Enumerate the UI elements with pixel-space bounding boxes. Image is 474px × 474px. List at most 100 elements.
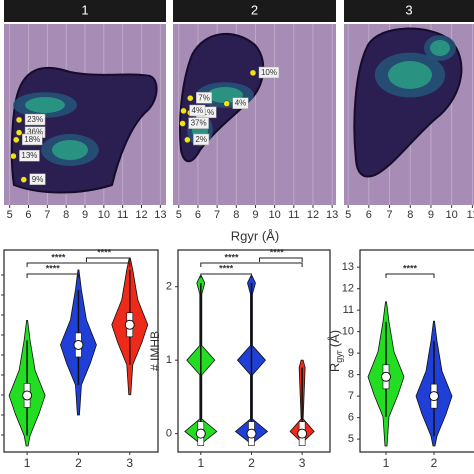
median <box>22 390 33 401</box>
median <box>246 428 257 439</box>
x-tick-label: 10 <box>269 209 281 221</box>
median <box>73 339 84 350</box>
y-tick-label: 6 <box>348 412 354 424</box>
cluster-point <box>180 107 187 115</box>
significance-label: **** <box>97 247 112 257</box>
x-tick-label: 9 <box>82 209 88 221</box>
facet-label: 2 <box>251 2 258 17</box>
cluster-label: 2% <box>195 135 207 144</box>
y-tick-label: 8 <box>348 369 354 381</box>
facet-strip <box>4 0 166 22</box>
cluster-label: 13% <box>21 151 37 160</box>
label-box <box>24 113 46 126</box>
cluster-point <box>15 116 23 124</box>
label-box <box>193 133 210 146</box>
density-peak <box>388 61 432 89</box>
y-tick-label: 12 <box>342 283 354 295</box>
x-tick-label: 11 <box>117 209 128 221</box>
x-tick-label: 6 <box>25 209 31 221</box>
cluster-point <box>20 176 28 183</box>
x-tick-label: 9 <box>428 209 434 221</box>
density-peak <box>430 40 450 56</box>
y-tick-label: 2 <box>166 281 172 293</box>
cluster-point <box>187 94 194 102</box>
label-box <box>189 104 206 117</box>
cluster-label: 37% <box>191 119 207 128</box>
y-axis-title: Rgyr (Å) <box>327 330 344 372</box>
density-peak <box>52 140 88 160</box>
significance-label: **** <box>403 263 418 273</box>
label-box <box>232 97 249 109</box>
x-tick-label: 6 <box>366 209 372 221</box>
x-tick-label: 5 <box>7 209 13 221</box>
significance-bracket <box>26 273 79 278</box>
x-tick-label: 5 <box>345 209 351 221</box>
y-tick-label: 11 <box>343 304 354 316</box>
x-tick-label: 13 <box>326 209 338 221</box>
x-tick-label: 2 <box>248 456 255 470</box>
label-box <box>258 66 280 79</box>
x-tick-label: 10 <box>446 209 458 221</box>
significance-label: **** <box>51 252 66 262</box>
cluster-point <box>223 100 230 107</box>
facet-strip <box>173 0 336 22</box>
label-box <box>188 117 209 129</box>
x-tick-label: 8 <box>407 209 413 221</box>
x-tick-label: 10 <box>98 209 110 221</box>
cluster-point <box>15 129 23 136</box>
label-box <box>29 173 46 186</box>
y-tick-label: 13 <box>342 261 354 273</box>
significance-label: **** <box>224 252 239 262</box>
density-peak <box>25 97 65 113</box>
x-axis-title: Rgyr (Å) <box>231 228 279 243</box>
median <box>297 428 308 439</box>
significance-bracket <box>85 257 131 262</box>
median <box>195 428 206 439</box>
x-tick-label: 8 <box>233 209 239 221</box>
facet-strip <box>344 0 474 22</box>
significance-bracket <box>200 273 252 278</box>
significance-bracket <box>200 262 303 267</box>
cluster-point <box>12 136 20 144</box>
significance-bracket <box>26 262 131 267</box>
y-tick-label: 0 <box>166 428 172 440</box>
cluster-point <box>249 69 257 77</box>
x-tick-label: 7 <box>386 209 392 221</box>
cluster-label: 9% <box>32 175 44 184</box>
median <box>124 319 135 330</box>
y-axis-title-main: R <box>327 363 342 372</box>
x-tick-label: 7 <box>44 209 50 221</box>
label-box <box>196 92 213 104</box>
facet-label: 1 <box>81 2 88 17</box>
y-tick-label: 9 <box>348 347 354 359</box>
label-box <box>21 133 43 146</box>
cluster-label: 31% <box>198 108 214 117</box>
x-tick-label: 12 <box>135 209 147 221</box>
x-tick-label: 1 <box>24 456 31 470</box>
x-tick-label: 5 <box>176 209 182 221</box>
significance-bracket <box>385 273 435 278</box>
y-axis-title-unit: (Å) <box>327 330 342 347</box>
significance-label: **** <box>270 247 285 257</box>
x-tick-label: 8 <box>63 209 69 221</box>
x-tick-label: 1 <box>383 456 390 470</box>
x-tick-label: 7 <box>214 209 220 221</box>
cluster-label: 10% <box>261 68 277 77</box>
significance-label: **** <box>219 263 234 273</box>
y-axis-title-sub: gyr <box>334 350 344 363</box>
x-tick-label: 6 <box>195 209 201 221</box>
x-tick-label: 2 <box>75 456 82 470</box>
y-tick-label: 5 <box>348 433 354 445</box>
x-tick-label: 12 <box>307 209 319 221</box>
cluster-label: 18% <box>24 135 40 144</box>
y-tick-label: 10 <box>342 326 354 338</box>
x-tick-label: 3 <box>299 456 306 470</box>
median <box>381 371 391 382</box>
cluster-label: 4% <box>192 106 204 115</box>
significance-bracket <box>258 257 303 262</box>
x-tick-label: 2 <box>431 456 438 470</box>
y-tick-label: 1 <box>166 354 172 366</box>
x-tick-label: 3 <box>126 456 133 470</box>
x-tick-label: 1 <box>197 456 204 470</box>
x-tick-label: 11 <box>467 209 474 221</box>
